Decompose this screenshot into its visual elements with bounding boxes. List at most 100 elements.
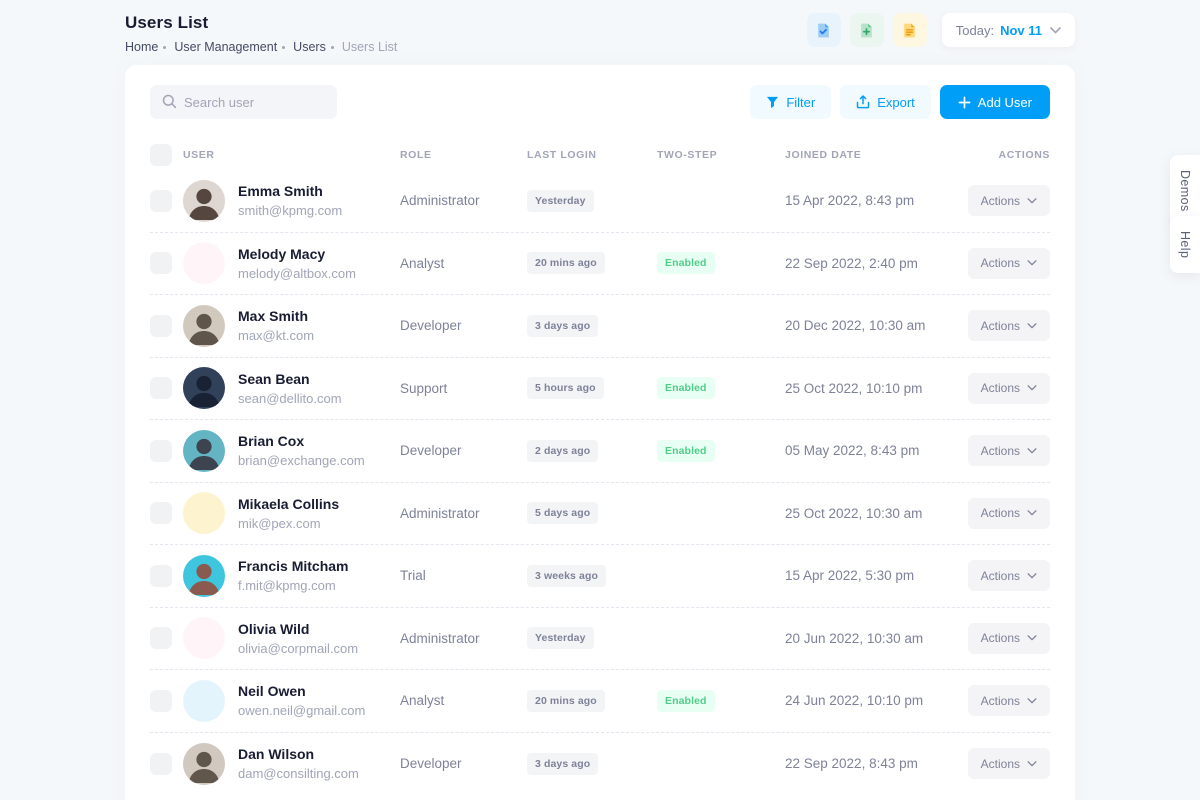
file-check-icon-button[interactable] <box>806 13 841 47</box>
toolbar-buttons: Filter Export Add User <box>750 85 1050 119</box>
joined-date-cell: 20 Dec 2022, 10:30 am <box>785 318 926 334</box>
row-actions-button[interactable]: Actions <box>967 435 1050 467</box>
row-actions-button[interactable]: Actions <box>967 622 1050 654</box>
user-name[interactable]: Emma Smith <box>238 183 323 200</box>
two-step-badge: Enabled <box>657 689 715 712</box>
last-login-badge: 3 days ago <box>527 752 599 775</box>
table-header-row: USER ROLE LAST LOGIN TWO-STEP JOINED DAT… <box>150 140 1050 170</box>
row-actions-button[interactable]: Actions <box>967 185 1050 217</box>
file-lines-icon-button[interactable] <box>892 13 927 47</box>
row-actions-button[interactable]: Actions <box>967 560 1050 592</box>
table-row: Neil Owen owen.neil@gmail.com Analyst 20… <box>150 670 1050 733</box>
table-row: Max Smith max@kt.com Developer 3 days ag… <box>150 295 1050 358</box>
joined-date-cell: 24 Jun 2022, 10:10 pm <box>785 693 924 709</box>
row-actions-button[interactable]: Actions <box>967 372 1050 404</box>
actions-button-label: Actions <box>980 506 1020 521</box>
avatar[interactable] <box>183 367 225 410</box>
user-name[interactable]: Max Smith <box>238 308 309 325</box>
row-actions-button[interactable]: Actions <box>967 310 1050 342</box>
date-picker-button[interactable]: Today: Nov 11 <box>941 13 1075 47</box>
actions-button-label: Actions <box>980 756 1020 771</box>
joined-date-cell: 25 Oct 2022, 10:30 am <box>785 505 923 521</box>
select-all-checkbox[interactable] <box>150 144 172 166</box>
user-email[interactable]: olivia@corpmail.com <box>238 640 359 656</box>
avatar[interactable] <box>183 179 225 222</box>
user-email[interactable]: melody@altbox.com <box>238 265 356 281</box>
row-checkbox[interactable] <box>150 252 172 275</box>
row-checkbox[interactable] <box>150 377 172 400</box>
breadcrumb-home[interactable]: Home <box>125 40 159 54</box>
user-email[interactable]: sean@dellito.com <box>238 390 342 406</box>
last-login-badge: 20 mins ago <box>527 252 605 275</box>
user-email[interactable]: smith@kpmg.com <box>238 203 343 219</box>
page-header: Users List Home User Management Users Us… <box>0 0 1200 65</box>
avatar[interactable] <box>183 304 225 347</box>
column-header-joined-date: JOINED DATE <box>785 149 862 161</box>
avatar[interactable] <box>183 242 225 285</box>
row-checkbox[interactable] <box>150 502 172 525</box>
chevron-down-icon <box>1027 572 1037 579</box>
user-name[interactable]: Brian Cox <box>238 433 305 450</box>
demos-side-tab[interactable]: Demos <box>1170 155 1200 227</box>
avatar[interactable] <box>183 679 225 722</box>
user-email[interactable]: brian@exchange.com <box>238 453 365 469</box>
breadcrumb-user-management[interactable]: User Management <box>174 40 278 54</box>
user-name[interactable]: Melody Macy <box>238 245 326 262</box>
avatar[interactable] <box>183 554 225 597</box>
user-email[interactable]: f.mit@kpmg.com <box>238 578 336 594</box>
chevron-down-icon <box>1027 260 1037 266</box>
add-user-button-label: Add User <box>977 94 1032 110</box>
user-name[interactable]: Neil Owen <box>238 683 306 700</box>
person-silhouette-icon <box>188 188 220 220</box>
row-actions-button[interactable]: Actions <box>967 748 1050 780</box>
joined-date-cell: 05 May 2022, 8:43 pm <box>785 443 920 459</box>
filter-button[interactable]: Filter <box>750 85 832 119</box>
avatar[interactable] <box>183 429 225 472</box>
row-checkbox[interactable] <box>150 189 172 212</box>
avatar[interactable] <box>183 742 225 785</box>
row-actions-button[interactable]: Actions <box>967 497 1050 529</box>
role-cell: Analyst <box>400 255 445 271</box>
row-checkbox[interactable] <box>150 439 172 462</box>
file-plus-icon-button[interactable] <box>849 13 884 47</box>
person-silhouette-icon <box>188 751 220 783</box>
table-row: Dan Wilson dam@consilting.com Developer … <box>150 733 1050 796</box>
breadcrumb-current: Users List <box>341 40 398 54</box>
user-name[interactable]: Mikaela Collins <box>238 495 340 512</box>
column-header-two-step: TWO-STEP <box>657 149 718 161</box>
user-name[interactable]: Francis Mitcham <box>238 558 349 575</box>
add-user-button[interactable]: Add User <box>939 85 1050 119</box>
avatar[interactable] <box>183 617 225 660</box>
row-checkbox[interactable] <box>150 627 172 650</box>
user-email[interactable]: max@kt.com <box>238 328 315 344</box>
search-input[interactable] <box>150 85 337 119</box>
chevron-down-icon <box>1050 26 1061 33</box>
export-button[interactable]: Export <box>840 85 931 119</box>
user-name[interactable]: Olivia Wild <box>238 620 310 637</box>
chevron-down-icon <box>1027 697 1037 704</box>
chevron-down-icon <box>1027 385 1037 391</box>
chevron-down-icon <box>1027 447 1037 454</box>
row-actions-button[interactable]: Actions <box>967 247 1050 279</box>
user-email[interactable]: owen.neil@gmail.com <box>238 703 366 719</box>
avatar[interactable] <box>183 492 225 535</box>
user-email[interactable]: dam@consilting.com <box>238 766 359 782</box>
file-lines-icon <box>904 23 916 37</box>
row-checkbox[interactable] <box>150 314 172 337</box>
role-cell: Administrator <box>400 630 480 646</box>
help-side-tab[interactable]: Help <box>1170 216 1200 274</box>
row-checkbox[interactable] <box>150 564 172 587</box>
breadcrumb-users[interactable]: Users <box>293 40 326 54</box>
role-cell: Support <box>400 380 448 396</box>
user-name[interactable]: Sean Bean <box>238 370 310 387</box>
person-silhouette-icon <box>188 563 220 595</box>
user-email[interactable]: mik@pex.com <box>238 515 321 531</box>
row-checkbox[interactable] <box>150 752 172 775</box>
chevron-down-icon <box>1027 322 1037 329</box>
page-heading: Users List Home User Management Users Us… <box>125 13 397 54</box>
row-actions-button[interactable]: Actions <box>967 685 1050 717</box>
search-icon <box>162 94 177 109</box>
user-name[interactable]: Dan Wilson <box>238 746 315 763</box>
breadcrumb-separator-dot <box>163 46 167 49</box>
row-checkbox[interactable] <box>150 689 172 712</box>
